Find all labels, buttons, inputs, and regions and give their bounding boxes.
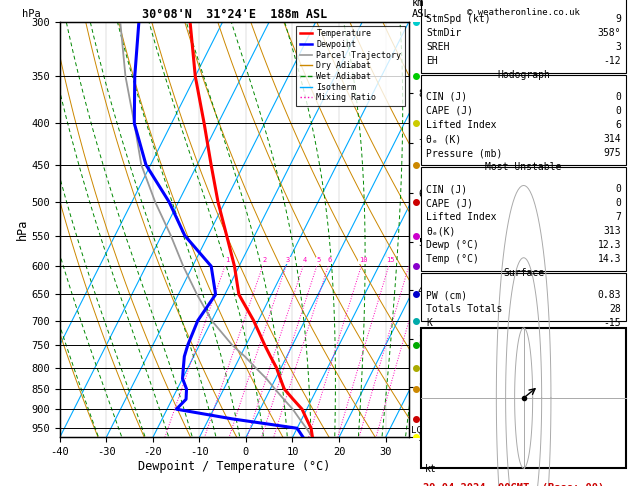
- Text: 313: 313: [603, 226, 621, 236]
- Text: Pressure (mb): Pressure (mb): [426, 148, 503, 158]
- Text: 1: 1: [225, 257, 229, 263]
- Bar: [421, 0, 626, 73]
- Text: hPa: hPa: [22, 9, 41, 19]
- Text: CAPE (J): CAPE (J): [426, 106, 473, 116]
- Text: Most Unstable: Most Unstable: [486, 162, 562, 172]
- Text: 5: 5: [316, 257, 321, 263]
- Text: Lifted Index: Lifted Index: [426, 120, 497, 130]
- Text: 29.04.2024  00GMT  (Base: 00): 29.04.2024 00GMT (Base: 00): [423, 483, 604, 486]
- Text: Surface: Surface: [503, 268, 544, 278]
- Text: 2: 2: [262, 257, 267, 263]
- Text: 4: 4: [303, 257, 307, 263]
- Bar: [421, 75, 626, 165]
- Text: θₑ (K): θₑ (K): [426, 134, 462, 144]
- Text: 14.3: 14.3: [598, 254, 621, 264]
- Text: 28: 28: [610, 304, 621, 314]
- Text: K: K: [426, 318, 432, 328]
- Text: 15: 15: [386, 257, 394, 263]
- Text: 0: 0: [615, 198, 621, 208]
- Legend: Temperature, Dewpoint, Parcel Trajectory, Dry Adiabat, Wet Adiabat, Isotherm, Mi: Temperature, Dewpoint, Parcel Trajectory…: [296, 26, 404, 105]
- Text: Hodograph: Hodograph: [497, 70, 550, 80]
- Text: 3: 3: [286, 257, 290, 263]
- Text: 7: 7: [615, 212, 621, 222]
- Text: 358°: 358°: [598, 28, 621, 38]
- Text: 975: 975: [603, 148, 621, 158]
- Text: 9: 9: [615, 14, 621, 24]
- Text: CAPE (J): CAPE (J): [426, 198, 473, 208]
- Text: © weatheronline.co.uk: © weatheronline.co.uk: [467, 8, 580, 17]
- Bar: [421, 167, 626, 271]
- Text: Dewp (°C): Dewp (°C): [426, 240, 479, 250]
- Text: PW (cm): PW (cm): [426, 290, 467, 300]
- Text: 10: 10: [359, 257, 367, 263]
- Text: StmSpd (kt): StmSpd (kt): [426, 14, 491, 24]
- Y-axis label: hPa: hPa: [16, 219, 28, 240]
- Text: StmDir: StmDir: [426, 28, 462, 38]
- Text: Temp (°C): Temp (°C): [426, 254, 479, 264]
- Text: LCL: LCL: [411, 426, 427, 434]
- Text: SREH: SREH: [426, 42, 450, 52]
- Text: EH: EH: [426, 56, 438, 66]
- Text: θₑ(K): θₑ(K): [426, 226, 455, 236]
- Text: km
ASL: km ASL: [412, 0, 431, 19]
- Text: 12.3: 12.3: [598, 240, 621, 250]
- X-axis label: Dewpoint / Temperature (°C): Dewpoint / Temperature (°C): [138, 460, 330, 473]
- Text: Lifted Index: Lifted Index: [426, 212, 497, 222]
- Text: 314: 314: [603, 134, 621, 144]
- Text: 0: 0: [615, 92, 621, 102]
- Text: 0.83: 0.83: [598, 290, 621, 300]
- Text: 3: 3: [615, 42, 621, 52]
- Text: kt: kt: [425, 464, 437, 474]
- Text: 6: 6: [615, 120, 621, 130]
- Bar: [421, 273, 626, 321]
- Text: 0: 0: [615, 106, 621, 116]
- Text: 6: 6: [328, 257, 332, 263]
- Text: CIN (J): CIN (J): [426, 92, 467, 102]
- Text: CIN (J): CIN (J): [426, 184, 467, 194]
- Text: 0: 0: [615, 184, 621, 194]
- Bar: [421, 328, 626, 468]
- Text: -15: -15: [603, 318, 621, 328]
- Text: Totals Totals: Totals Totals: [426, 304, 503, 314]
- Title: 30°08'N  31°24'E  188m ASL: 30°08'N 31°24'E 188m ASL: [142, 8, 327, 21]
- Text: -12: -12: [603, 56, 621, 66]
